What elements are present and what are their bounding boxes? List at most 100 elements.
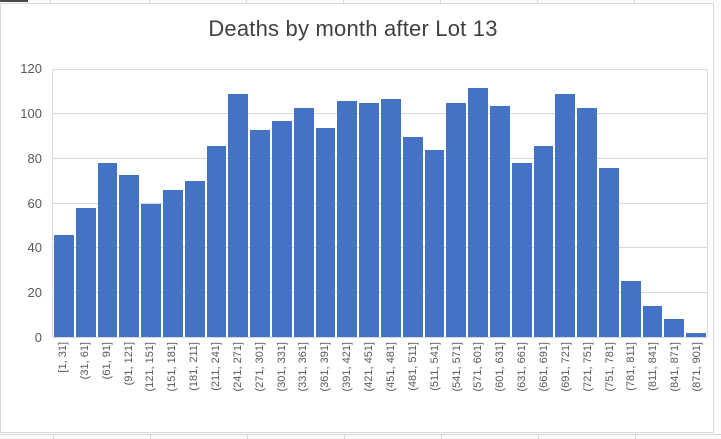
worksheet-gridline [538,435,539,439]
x-axis-tick-label[interactable]: (631, 661] [516,342,529,392]
bar-slot [227,70,249,337]
x-axis-tick-label[interactable]: (391, 421] [341,342,354,392]
bar[interactable] [162,190,183,337]
bar-slot [598,70,620,337]
worksheet-bottom-gridline [0,434,721,435]
x-axis-tick-label[interactable]: (121, 151] [144,342,157,392]
bar-slot [402,70,424,337]
bar[interactable] [97,163,118,337]
worksheet-gridline [441,435,442,439]
bar-slot [206,70,228,337]
bar-slot [620,70,642,337]
y-axis-tick-label[interactable]: 40 [27,240,42,255]
x-axis-tick-label[interactable]: (301, 331] [275,342,288,392]
worksheet-gridline [50,0,51,3]
bar-slot [642,70,664,337]
bar[interactable] [577,107,597,337]
x-axis-tick-label[interactable]: (61, 91] [100,342,113,380]
y-axis-tick-label[interactable]: 0 [34,330,42,345]
x-axis-tick-label[interactable]: (151, 181] [166,342,179,392]
bar-slot [53,70,75,337]
bar-slot [336,70,358,337]
gridline [53,157,707,159]
x-axis-tick-label[interactable]: (871, 901] [691,342,704,392]
x-axis-tick-label[interactable]: (481, 511] [406,342,419,391]
bar-series[interactable] [53,70,707,337]
bar-slot [380,70,402,337]
bar[interactable] [402,136,423,337]
worksheet-gridline [246,0,247,3]
x-axis-tick-label[interactable]: (181, 211] [188,342,201,391]
bar[interactable] [184,181,205,337]
y-axis-tick-label[interactable]: 120 [20,61,42,76]
bar[interactable] [271,121,292,337]
bar[interactable] [293,107,314,337]
bar[interactable] [75,207,96,337]
bar[interactable] [424,150,445,337]
bar[interactable] [141,203,161,337]
bar[interactable] [315,127,336,337]
bar[interactable] [620,281,641,337]
bar-slot [533,70,555,337]
x-axis-tick-label[interactable]: [1, 31] [56,342,69,373]
bar[interactable] [555,94,576,337]
x-axis-tick-label[interactable]: (211, 241] [210,342,222,391]
worksheet-gridline [635,435,636,439]
x-axis-tick-label[interactable]: (691, 721] [559,342,572,392]
x-axis-tick-label[interactable]: (811, 841] [647,342,660,391]
bar[interactable] [468,87,488,337]
x-axis-tick-label[interactable]: (571, 601] [472,342,485,392]
x-axis-tick-label[interactable]: (721, 751] [581,342,594,392]
gridline [53,202,707,204]
x-axis-tick-label[interactable]: (661, 691] [538,342,550,392]
y-axis-tick-label[interactable]: 60 [27,196,42,211]
x-axis-tick-label[interactable]: (271, 301] [253,342,266,392]
x-axis-tick-label[interactable]: (511, 541] [428,342,441,391]
bar-slot [271,70,293,337]
x-axis-tick-label[interactable]: (421, 451] [363,342,376,392]
bar[interactable] [686,332,706,337]
x-axis-tick-label[interactable]: (841, 871] [669,342,682,392]
y-axis-tick-label[interactable]: 80 [27,151,42,166]
bar[interactable] [533,145,554,337]
x-axis-tick-label[interactable]: (31, 61] [78,342,91,380]
bar[interactable] [54,234,74,337]
bar-slot [445,70,467,337]
bar[interactable] [664,319,685,337]
bar-slot [184,70,206,337]
bar-slot [424,70,446,337]
x-axis-tick-label[interactable]: (451, 481] [384,342,397,392]
bar[interactable] [489,105,510,337]
worksheet-gridline [537,0,538,3]
bar[interactable] [380,98,401,337]
y-axis-tick-label[interactable]: 100 [20,106,42,121]
bar[interactable] [598,167,619,337]
bar-slot [576,70,598,337]
chart-title[interactable]: Deaths by month after Lot 13 [208,16,498,41]
bar[interactable] [337,101,358,337]
plot-area[interactable] [52,69,708,338]
bar[interactable] [511,163,532,337]
x-axis-tick-label[interactable]: (241, 271] [231,342,244,392]
bar[interactable] [642,305,663,337]
y-axis-tick-label[interactable]: 20 [27,285,42,300]
bar[interactable] [119,174,140,337]
bar[interactable] [359,103,379,337]
x-axis-tick-label[interactable]: (781, 811] [625,342,638,391]
x-axis-tick-label[interactable]: (331, 361] [297,342,310,392]
x-axis-tick-label[interactable]: (601, 631] [494,342,507,392]
bar[interactable] [250,130,270,337]
x-axis-tick-label[interactable]: (91, 121] [122,342,135,386]
x-axis-tick-label[interactable]: (361, 391] [319,342,332,392]
x-axis-tick-label[interactable]: (541, 571] [450,342,463,392]
chart-frame[interactable]: Deaths by month after Lot 13 120 100 80 60 4… [0,3,714,433]
bar[interactable] [206,145,227,337]
bar-slot [554,70,576,337]
bar[interactable] [446,103,467,337]
bar[interactable] [228,94,249,337]
gridline [53,291,707,293]
worksheet-gridline [440,0,441,3]
x-axis-tick-label[interactable]: (751, 781] [603,342,616,392]
worksheet-gridline [149,0,150,3]
gridline [53,246,707,248]
